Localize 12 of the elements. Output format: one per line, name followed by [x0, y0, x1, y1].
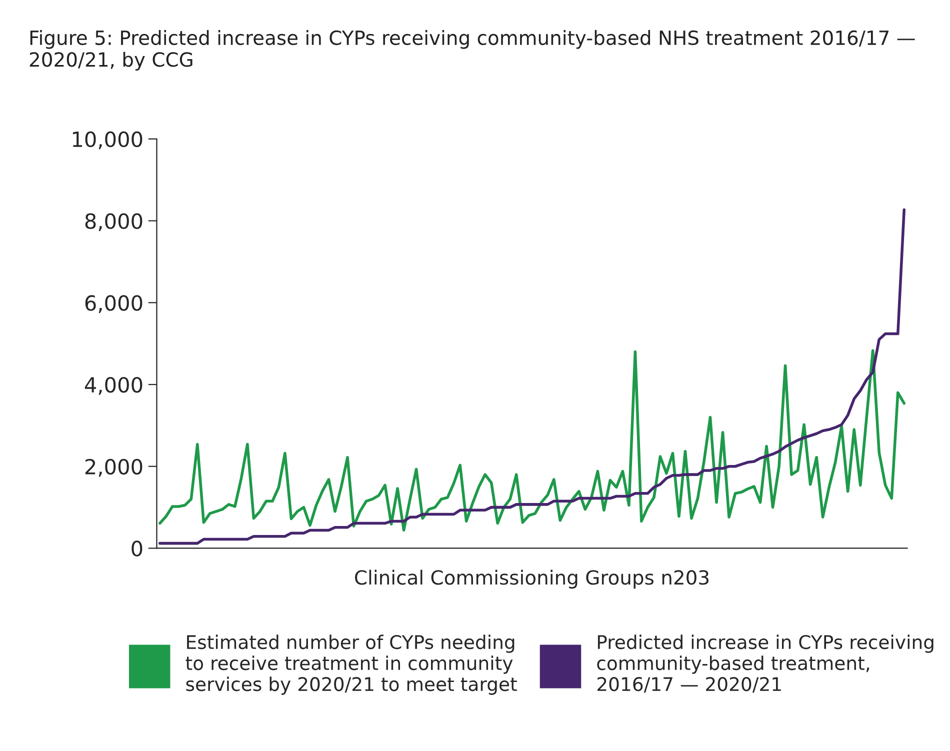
y-tick-label: 4,000 — [84, 376, 142, 395]
y-tick-label: 8,000 — [85, 213, 142, 232]
legend-label: Estimated number of CYPs needing to receive treatment in community services by 2020/21 to meet target — [186, 634, 517, 695]
y-tick-label: 6,000 — [85, 295, 142, 313]
x-axis-title: Clinical Commissioning Groups n203 — [355, 570, 709, 589]
chart-title: Figure 5: Predicted increase in CYPs receiving community-based NHS treatment 2016/17 — 2020/21, by CCG — [30, 30, 915, 71]
legend-label: Predicted increase in CYPs receiving community-based treatment, 2016/17 — 2020/21 — [597, 634, 934, 693]
line-series — [158, 349, 906, 532]
y-tick-label: 0 — [132, 540, 142, 556]
y-tick-label: 10,000 — [72, 131, 142, 150]
y-tick-label: 2,000 — [85, 458, 142, 477]
line-series — [158, 208, 906, 545]
